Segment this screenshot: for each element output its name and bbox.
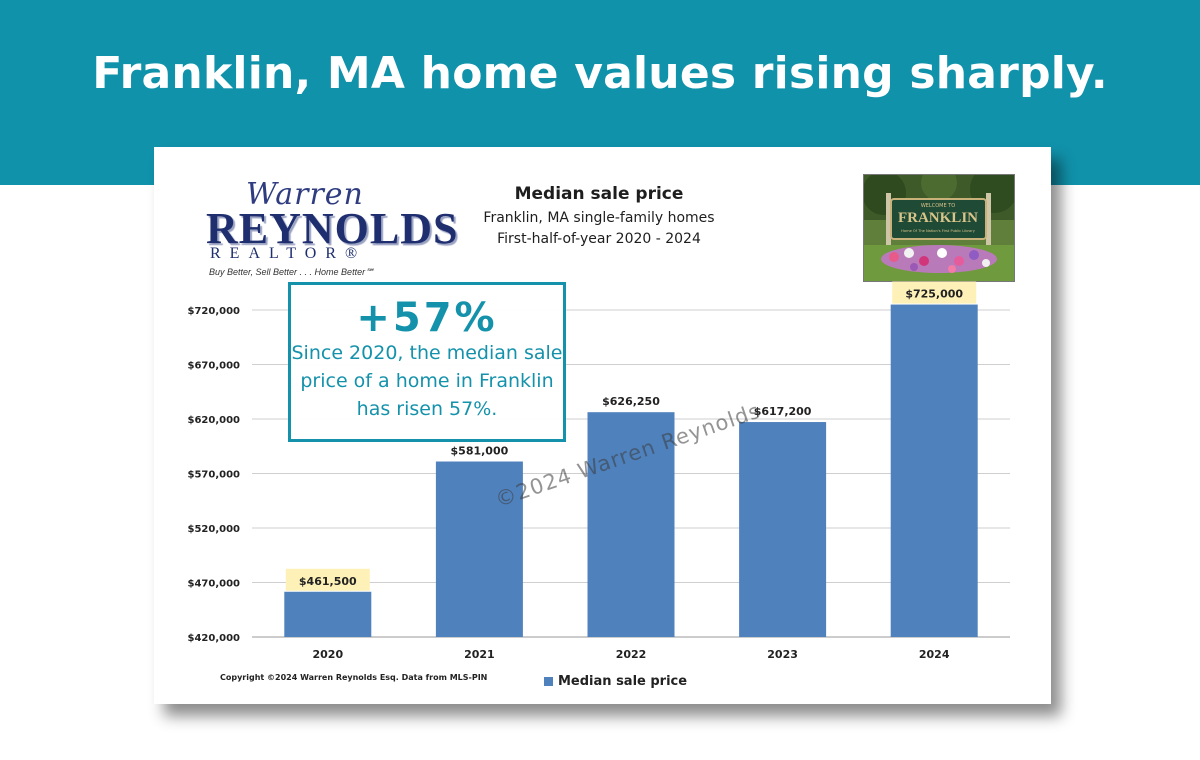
callout-text: Since 2020, the median sale price of a h… <box>291 342 563 420</box>
x-category-label: 2021 <box>464 648 495 661</box>
sign-small-text: WELCOME TO <box>921 203 955 209</box>
y-tick-label: $720,000 <box>187 306 240 317</box>
data-label-highlight <box>285 568 370 591</box>
chart-subtitle: Franklin, MA single-family homes <box>483 210 715 226</box>
x-category-label: 2024 <box>919 648 950 661</box>
chart-subtitle-2: First-half-of-year 2020 - 2024 <box>497 231 701 247</box>
data-label-highlight <box>892 281 977 304</box>
x-category-label: 2022 <box>616 648 647 661</box>
logo-main-text: REYNOLDS <box>206 204 459 253</box>
legend-swatch <box>544 677 553 686</box>
bar <box>587 412 675 637</box>
legend-label: Median sale price <box>558 674 688 689</box>
chart-legend: Median sale price <box>544 674 687 689</box>
y-tick-label: $470,000 <box>187 579 240 590</box>
chart-title: Median sale price <box>514 184 684 204</box>
copyright-note: Copyright ©2024 Warren Reynolds Esq. Dat… <box>220 673 488 682</box>
chart-bars <box>284 304 978 637</box>
logo-tagline: Buy Better, Sell Better . . . Home Bette… <box>209 267 375 277</box>
logo-script-text: Warren <box>246 177 364 212</box>
chart-overlay: +57% Since 2020, the median sale price o… <box>154 147 1051 704</box>
bar-chart: $420,000 $470,000 $520,000 $570,000 $620,000… <box>187 281 1010 661</box>
y-axis-ticks: $420,000 $470,000 $520,000 $570,000 $620,000… <box>187 306 240 644</box>
sign-motto-text: Home Of The Nation's First Public Librar… <box>901 229 976 233</box>
y-tick-label: $670,000 <box>187 361 240 372</box>
sign-name-text: FRANKLIN <box>898 210 978 226</box>
data-label: $725,000 <box>905 288 963 301</box>
data-label: $581,000 <box>451 445 509 458</box>
bar <box>890 304 978 637</box>
chart-title-block: Median sale price Franklin, MA single-fa… <box>434 184 764 247</box>
data-label: $617,200 <box>754 405 812 418</box>
callout-percent: +57% <box>356 295 498 341</box>
bar <box>284 591 372 637</box>
page-headline: Franklin, MA home values rising sharply. <box>92 48 1108 99</box>
growth-callout: +57% Since 2020, the median sale price o… <box>288 282 566 442</box>
franklin-sign-photo: WELCOME TO FRANKLIN Home Of The Nation's… <box>863 174 1015 282</box>
bar <box>739 422 827 637</box>
data-label: $626,250 <box>602 395 660 408</box>
realtor-logo: Warren REYNOLDS REALTOR® Buy Better, Sel… <box>206 175 458 280</box>
x-category-label: 2023 <box>767 648 798 661</box>
logo-sub-text: REALTOR® <box>210 245 367 262</box>
y-tick-label: $570,000 <box>187 470 240 481</box>
x-axis-categories: 2020 2021 2022 2023 2024 <box>312 648 949 661</box>
data-labels: $461,500 $581,000 $626,250 $617,200 $725,000 <box>285 281 977 591</box>
y-tick-label: $520,000 <box>187 524 240 535</box>
y-tick-label: $420,000 <box>187 633 240 644</box>
y-tick-label: $620,000 <box>187 415 240 426</box>
data-label: $461,500 <box>299 575 357 588</box>
bar <box>435 461 523 637</box>
x-category-label: 2020 <box>312 648 343 661</box>
